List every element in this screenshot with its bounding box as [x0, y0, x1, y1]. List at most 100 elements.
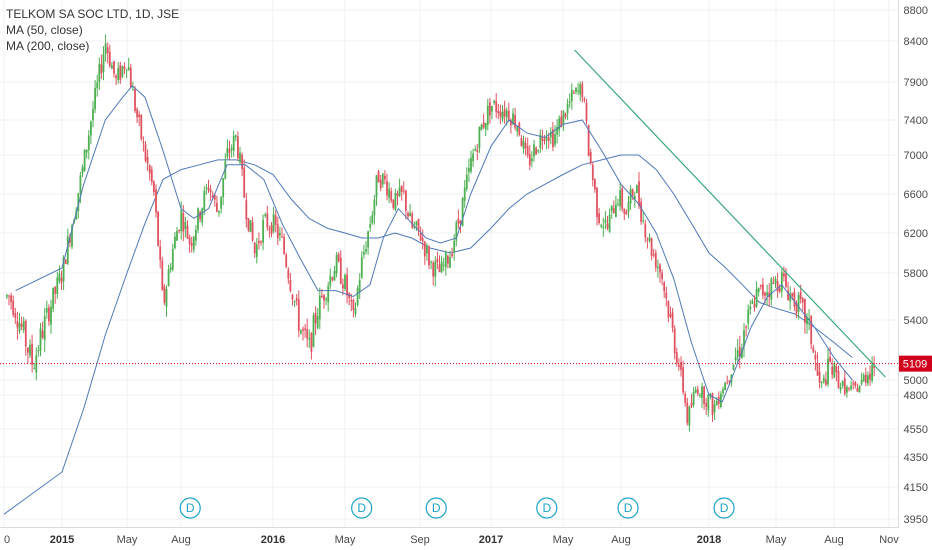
x-tick-label: May	[335, 534, 356, 546]
candle-body	[537, 150, 540, 152]
candle-body	[526, 146, 529, 156]
candle-body	[405, 190, 407, 211]
time-axis[interactable]: 0 2015 May Aug 2016 May Sep 2017 May Aug 2018 May Au…	[0, 527, 932, 550]
candle-body	[545, 137, 548, 141]
candle-body	[778, 287, 781, 292]
candle-body	[102, 54, 105, 72]
symbol-title[interactable]: TELKOM SA SOC LTD, 1D, JSE	[6, 7, 180, 21]
candle-body	[642, 220, 645, 222]
candle-body	[266, 213, 269, 228]
dividend-marker[interactable]	[351, 497, 373, 519]
candle-body	[652, 254, 655, 256]
dividend-marker[interactable]	[425, 497, 447, 519]
candle-body	[402, 190, 405, 192]
trendline[interactable]	[574, 49, 886, 378]
candle-body	[344, 274, 346, 290]
dividend-marker[interactable]	[179, 497, 201, 519]
candle-body	[43, 316, 46, 341]
dividend-marker[interactable]	[536, 497, 558, 519]
candle-body	[484, 122, 487, 130]
dividend-marker[interactable]	[617, 497, 639, 519]
candle-body	[757, 287, 760, 292]
candle-body	[518, 122, 521, 135]
candle-body	[161, 260, 164, 290]
candle-body	[318, 295, 321, 320]
candle-body	[167, 269, 170, 287]
candle-body	[587, 124, 590, 156]
candle-body	[108, 51, 111, 67]
candle-body	[577, 90, 579, 92]
candle-body	[384, 175, 386, 180]
candle-body	[329, 275, 332, 286]
candle-body	[58, 273, 61, 281]
candle-body	[432, 262, 435, 277]
candle-body	[199, 211, 201, 220]
candle-body	[436, 258, 439, 263]
candle-body	[799, 291, 802, 299]
candle-body	[226, 147, 229, 157]
candle-body	[673, 328, 676, 354]
candle-body	[568, 101, 571, 103]
candle-body	[310, 333, 313, 352]
candle-body	[522, 140, 525, 149]
dividend-marker[interactable]	[713, 497, 735, 519]
candle-body	[617, 203, 619, 205]
candle-body	[407, 212, 409, 217]
candle-body	[360, 257, 363, 278]
candle-body	[291, 294, 294, 300]
candle-body	[633, 195, 636, 200]
candle-body	[354, 308, 357, 315]
trendline-segment[interactable]	[574, 49, 886, 378]
candle-body	[791, 292, 794, 296]
candle-body	[195, 229, 197, 241]
candle-body	[589, 152, 592, 163]
candle-body	[77, 193, 80, 212]
candle-body	[671, 312, 674, 328]
candle-body	[92, 108, 94, 121]
candle-body	[87, 135, 90, 151]
candle-body	[297, 299, 300, 331]
candle-body	[654, 252, 657, 268]
y-tick-label: 7900	[904, 77, 928, 89]
candle-body	[812, 347, 815, 353]
candle-body	[426, 246, 428, 254]
candle-body	[837, 370, 840, 388]
candle-body	[447, 255, 449, 264]
candle-body	[79, 175, 82, 194]
candle-body	[369, 224, 372, 228]
ma50-legend[interactable]: MA (50, close)	[6, 23, 83, 37]
candle-body	[16, 321, 19, 328]
candle-body	[430, 261, 432, 263]
candle-body	[197, 208, 199, 230]
y-tick-label: 5800	[904, 268, 928, 280]
candle-body	[470, 157, 472, 172]
candle-body	[81, 167, 84, 174]
candle-body	[646, 239, 649, 241]
candle-body	[276, 224, 279, 239]
price-axis[interactable]: 8800 8400 7900 7400 7000 6600 6200 5800 5400 5000…	[898, 0, 932, 550]
candle-body	[333, 271, 336, 281]
candle-body	[606, 223, 609, 229]
candle-body	[367, 231, 369, 248]
y-tick-label: 4150	[904, 482, 928, 494]
candle-body	[413, 226, 416, 228]
ma200-legend[interactable]: MA (200, close)	[6, 39, 90, 53]
candle-body	[45, 308, 48, 313]
candle-body	[480, 124, 483, 130]
candle-body	[627, 201, 630, 212]
candle-body	[564, 113, 567, 117]
candle-body	[253, 242, 256, 254]
current-price-line: 5109	[0, 355, 932, 372]
candle-body	[631, 189, 634, 196]
candle-body	[39, 328, 42, 351]
candle-body	[230, 148, 233, 150]
y-tick-label: 3950	[904, 514, 928, 526]
candle-body	[776, 281, 779, 292]
candle-body	[764, 292, 766, 296]
candle-body	[421, 238, 424, 242]
candle-body	[449, 257, 451, 268]
candle-body	[703, 386, 705, 404]
candle-body	[795, 303, 798, 314]
